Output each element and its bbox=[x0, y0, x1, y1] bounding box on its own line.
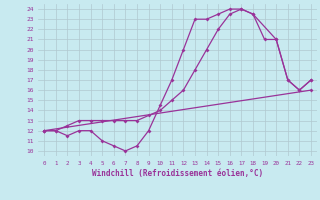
X-axis label: Windchill (Refroidissement éolien,°C): Windchill (Refroidissement éolien,°C) bbox=[92, 169, 263, 178]
